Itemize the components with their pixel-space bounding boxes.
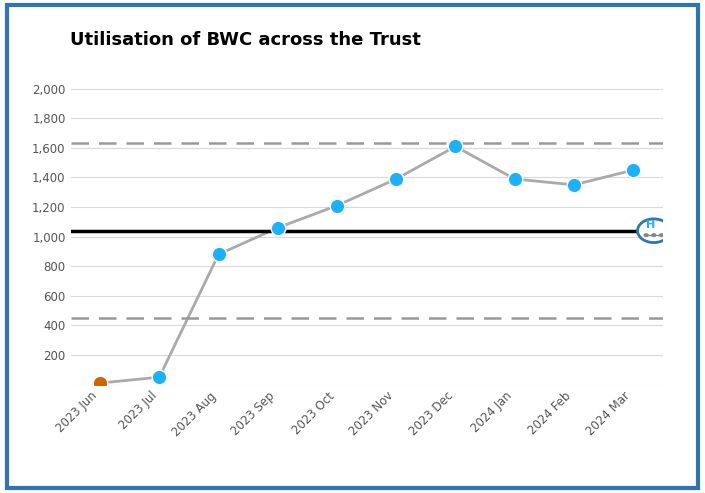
Point (154, 373, 165, 381)
Point (391, 175, 402, 183)
Point (509, 175, 520, 183)
Point (213, 250, 224, 258)
Ellipse shape (644, 233, 649, 237)
Point (627, 166, 639, 174)
Ellipse shape (659, 233, 664, 237)
Ellipse shape (637, 219, 670, 243)
Point (272, 224, 283, 232)
Text: Utilisation of BWC across the Trust: Utilisation of BWC across the Trust (70, 31, 422, 49)
Ellipse shape (651, 233, 656, 237)
Point (568, 181, 580, 189)
Point (94, 379, 106, 387)
Point (450, 142, 461, 150)
Text: H: H (646, 220, 656, 230)
Point (331, 202, 343, 210)
